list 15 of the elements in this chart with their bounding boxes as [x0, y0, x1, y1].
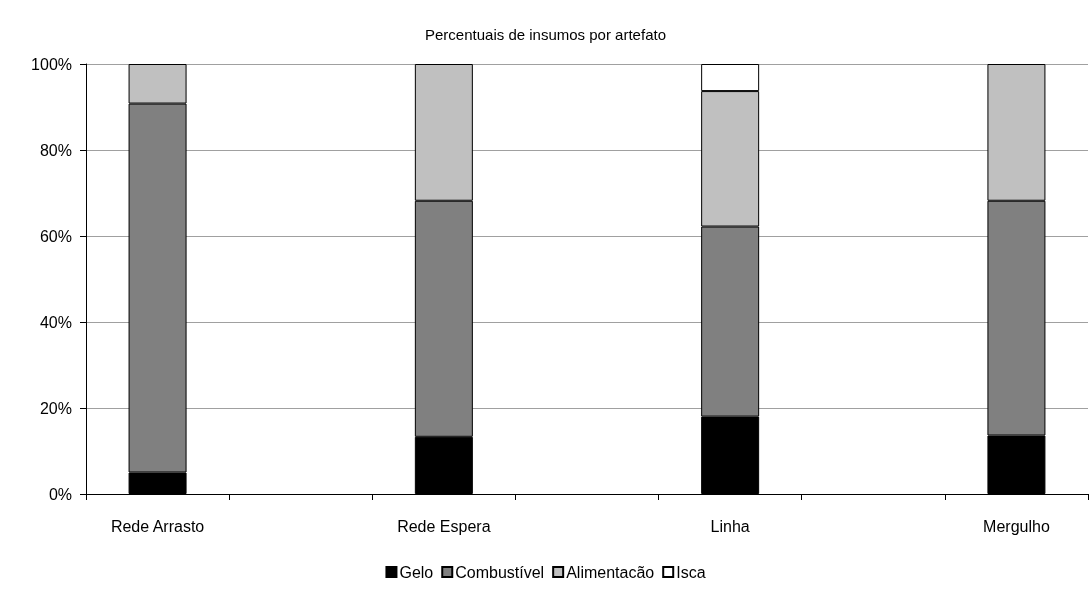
y-tick-label: 80% [39, 141, 72, 159]
x-tick-label: Mergulho [983, 517, 1050, 535]
y-tick-label: 20% [39, 399, 72, 417]
chart-title: Percentuais de insumos por artefato [425, 26, 666, 43]
x-tick-label: Rede Arrasto [110, 517, 205, 535]
x-tick-label: Rede Espera [397, 517, 491, 535]
y-tick-label: 0% [48, 485, 72, 503]
y-tick-label: 40% [39, 313, 72, 331]
legend-label: Alimentacão [566, 563, 655, 581]
y-tick-label: 60% [39, 227, 72, 245]
legend-label: Combustível [455, 563, 545, 581]
legend-label: Gelo [399, 563, 434, 581]
legend-label: Isca [676, 563, 706, 581]
y-tick-label: 100% [31, 55, 72, 73]
x-tick-label: Linha [710, 517, 750, 535]
